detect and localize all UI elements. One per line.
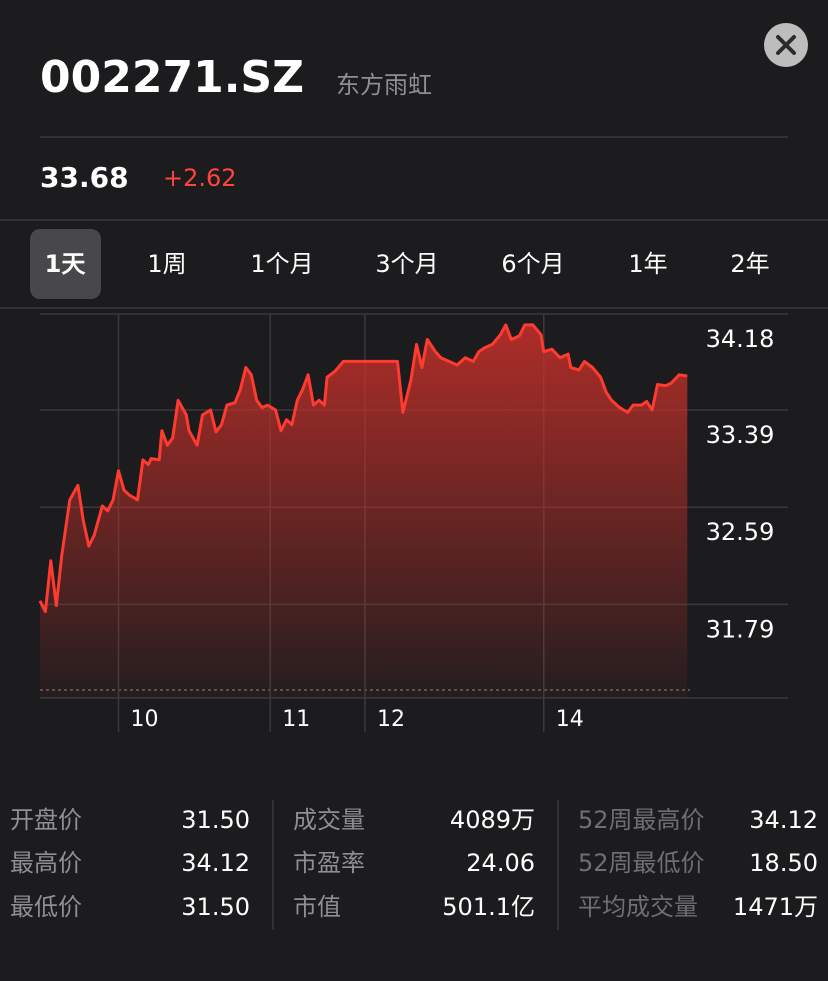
price: 33.68 — [40, 161, 129, 194]
stat-label: 成交量 — [293, 806, 365, 834]
x-tick-label: 11 — [282, 707, 310, 732]
y-tick-label: 32.59 — [706, 518, 775, 546]
stat-value: 34.12 — [181, 849, 250, 877]
stat-value: 34.12 — [749, 806, 818, 834]
selected-tab-bg — [30, 229, 101, 299]
area-fill — [40, 324, 688, 698]
stat-value: 31.50 — [181, 893, 250, 921]
y-tick-label: 31.79 — [706, 615, 775, 643]
stat-label: 平均成交量 — [578, 893, 698, 921]
company-name: 东方雨虹 — [336, 71, 432, 99]
stat-value: 501.1亿 — [442, 893, 535, 921]
y-tick-label: 33.39 — [706, 421, 775, 449]
x-tick-label: 10 — [131, 707, 159, 732]
period-tab[interactable]: 1周 — [147, 250, 186, 278]
stat-label: 最高价 — [10, 849, 82, 877]
stat-label: 开盘价 — [10, 806, 82, 834]
stat-value: 31.50 — [181, 806, 250, 834]
stat-label: 52周最低价 — [578, 849, 705, 877]
close-button[interactable] — [764, 23, 808, 67]
stat-label: 市值 — [293, 893, 341, 921]
period-tab[interactable]: 1天 — [45, 250, 86, 278]
period-tab[interactable]: 1年 — [628, 250, 667, 278]
x-tick-label: 14 — [556, 707, 584, 732]
stat-label: 52周最高价 — [578, 806, 705, 834]
period-tab[interactable]: 2年 — [730, 250, 769, 278]
stat-value: 18.50 — [749, 849, 818, 877]
stat-label: 最低价 — [10, 893, 82, 921]
stat-value: 24.06 — [466, 849, 535, 877]
period-tab[interactable]: 6个月 — [501, 250, 564, 278]
price-change: +2.62 — [163, 164, 237, 192]
period-tab[interactable]: 1个月 — [250, 250, 313, 278]
x-tick-label: 12 — [377, 707, 405, 732]
price-line — [38, 323, 688, 614]
period-tab[interactable]: 3个月 — [375, 250, 438, 278]
stat-value: 4089万 — [450, 806, 535, 834]
y-tick-label: 34.18 — [706, 325, 775, 353]
close-icon[interactable] — [776, 35, 796, 55]
stat-label: 市盈率 — [293, 849, 365, 877]
symbol: 002271.SZ — [40, 52, 304, 103]
stat-value: 1471万 — [733, 893, 818, 921]
